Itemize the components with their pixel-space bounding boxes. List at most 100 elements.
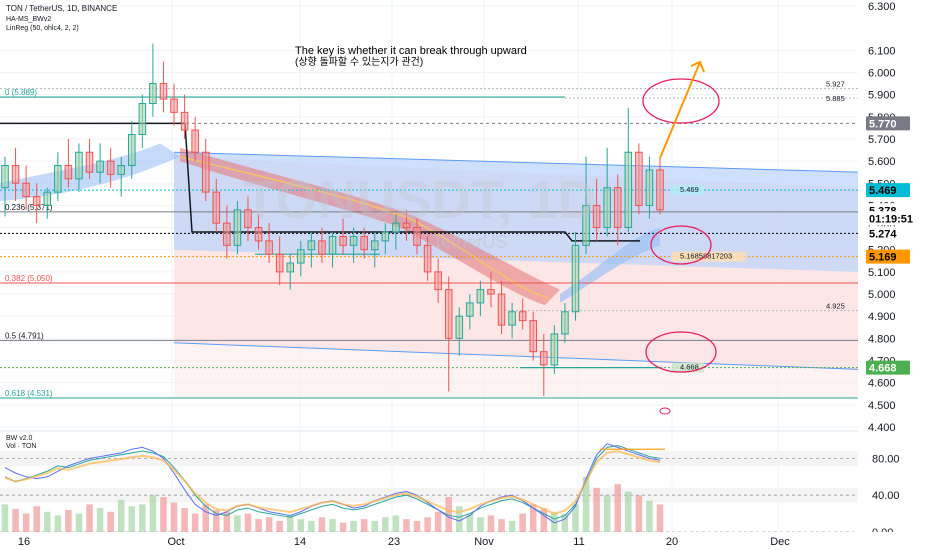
chart-title[interactable]: TON / TetherUS, 1D, BINANCE (6, 4, 117, 13)
volume-bar (614, 484, 622, 532)
candle[interactable] (497, 280, 506, 334)
candle[interactable] (656, 156, 664, 215)
candle[interactable] (106, 147, 115, 188)
candlesticks[interactable] (1, 43, 664, 396)
candle[interactable] (561, 302, 569, 343)
highlight-circle-top[interactable] (642, 78, 720, 124)
candle[interactable] (265, 223, 273, 264)
volume-bar (487, 515, 495, 532)
candle[interactable] (96, 143, 104, 184)
candle[interactable] (613, 174, 622, 246)
price-tag[interactable]: 5.770 (869, 118, 897, 130)
highlight-circle-mid[interactable] (650, 225, 712, 265)
candle[interactable] (180, 94, 189, 139)
candle[interactable] (201, 138, 210, 201)
highlight-circle-bottom[interactable] (645, 331, 717, 373)
price-tick: 6.000 (868, 67, 896, 79)
drawing-overlays[interactable] (642, 60, 720, 415)
candle[interactable] (381, 223, 390, 255)
candle[interactable] (392, 214, 400, 250)
breakout-arrow[interactable] (659, 61, 701, 159)
price-tag-bg[interactable] (866, 211, 910, 226)
candle[interactable] (127, 121, 136, 179)
candle[interactable] (413, 218, 421, 255)
candle[interactable] (1, 156, 9, 217)
candle[interactable] (85, 138, 94, 179)
annotation-line-1[interactable]: The key is whether it can break through … (295, 45, 527, 57)
time-axis[interactable]: 16 Oct 14 23 Nov 11 20 Dec (0, 532, 932, 550)
price-axis[interactable]: 6.3006.1006.0005.9005.8005.7005.6005.500… (858, 0, 932, 550)
price-tag-bg[interactable] (866, 116, 910, 131)
candle[interactable] (582, 156, 590, 255)
candle[interactable] (370, 232, 379, 268)
candle[interactable] (318, 227, 326, 264)
volume-bar (276, 520, 283, 532)
price-tag[interactable]: 5.274 (869, 228, 897, 240)
annotation-line-2[interactable]: (상향 돌파할 수 있는지가 관건) (295, 56, 423, 68)
candle[interactable] (297, 240, 305, 277)
candle[interactable] (138, 94, 147, 148)
candle[interactable] (43, 187, 52, 219)
volume-bar (360, 519, 368, 532)
candle[interactable] (159, 61, 168, 113)
candle[interactable] (254, 214, 263, 250)
candle[interactable] (32, 183, 41, 224)
candle[interactable] (339, 218, 347, 255)
price-tag[interactable]: 5.169 (869, 252, 897, 264)
candle[interactable] (508, 302, 516, 339)
candle[interactable] (540, 333, 548, 396)
osc-line-orange (4, 450, 661, 515)
candle[interactable] (571, 232, 580, 321)
candle[interactable] (117, 156, 125, 197)
price-tag-bg[interactable] (866, 360, 910, 375)
price-tag-bg[interactable] (866, 183, 910, 198)
price-tag-bg[interactable] (866, 226, 910, 241)
candle[interactable] (592, 178, 601, 241)
volume-bar (656, 504, 664, 532)
price-tag[interactable]: 5.469 (869, 185, 897, 197)
candle[interactable] (529, 311, 538, 361)
candle[interactable] (149, 43, 157, 117)
candle[interactable] (603, 147, 611, 237)
candle[interactable] (75, 143, 83, 193)
candle[interactable] (275, 236, 284, 286)
candle[interactable] (487, 271, 495, 308)
price-tag[interactable]: 4.668 (869, 363, 897, 375)
candle[interactable] (550, 325, 559, 374)
candle[interactable] (328, 232, 337, 268)
candle[interactable] (244, 196, 252, 241)
indicator-label-1[interactable]: HA-MS_BWv2 (6, 16, 51, 23)
candle[interactable] (423, 236, 432, 281)
candle-body (117, 165, 125, 175)
candle-body (529, 320, 538, 353)
candle[interactable] (455, 307, 464, 357)
candle[interactable] (11, 147, 20, 201)
candle[interactable] (54, 152, 62, 201)
candle[interactable] (360, 227, 368, 259)
candle[interactable] (286, 254, 295, 290)
candle[interactable] (233, 200, 242, 255)
candle[interactable] (518, 298, 527, 330)
candle[interactable] (645, 156, 654, 219)
candle[interactable] (349, 227, 358, 264)
candle-body (466, 302, 474, 317)
candle[interactable] (466, 294, 474, 330)
candle[interactable] (64, 138, 73, 188)
candle[interactable] (624, 107, 633, 233)
candle[interactable] (307, 232, 316, 268)
candle[interactable] (212, 178, 221, 233)
indicator-label-2[interactable]: LinReg (50, ohlc4, 2, 2) (6, 25, 79, 32)
candle[interactable] (170, 83, 178, 126)
candle[interactable] (22, 165, 30, 210)
candle[interactable] (223, 205, 231, 259)
candle[interactable] (635, 143, 643, 215)
price-tag[interactable]: 01:19:51 (869, 213, 913, 225)
price-tick: 4.600 (868, 378, 896, 390)
price-tag-bg[interactable] (866, 249, 910, 264)
candle[interactable] (191, 116, 199, 162)
candle[interactable] (444, 276, 453, 392)
candle[interactable] (434, 258, 442, 303)
candle[interactable] (476, 280, 485, 317)
candle[interactable] (402, 209, 411, 241)
